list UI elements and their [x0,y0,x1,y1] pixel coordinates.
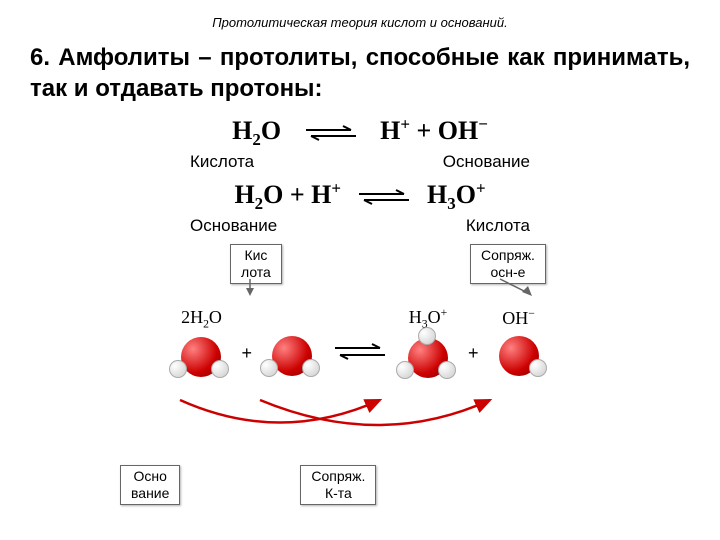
tag-conj-acid: Сопряж. К-та [300,465,376,505]
equation-1: H2O H+ + OH− [30,114,690,150]
tag-base: Осно вание [120,465,180,505]
slide-header: Протолитическая теория кислот и основани… [30,15,690,30]
equation-2: H2O + H+ H3O+ [30,178,690,214]
definition-text: 6. Амфолиты – протолиты, способные как п… [30,42,690,104]
h2o-molecule-2 [262,331,322,381]
mol-label-oh: OH− [489,307,549,329]
plus-icon-2: + [466,325,481,364]
eq2-label-base: Основание [190,216,277,236]
mol-label-2h2o: 2H2O [171,307,231,331]
eq2-labels: Основание Кислота [150,216,570,236]
eq1-label-base: Основание [443,152,530,172]
h2o-molecule-1 [171,332,231,382]
equilibrium-arrows [330,321,390,367]
eq2-label-acid: Кислота [466,216,530,236]
bottom-tags: Осно вание Сопряж. К-та [120,465,376,505]
molecule-diagram: 2H2O + H3O+ + OH− [30,306,690,383]
oh-molecule [489,331,549,381]
eq1-labels: Кислота Основание [150,152,570,172]
eq1-label-acid: Кислота [190,152,254,172]
h3o-molecule [398,333,458,383]
conjugate-arrows [100,395,600,455]
top-arrows [30,244,690,299]
plus-icon: + [239,325,254,364]
